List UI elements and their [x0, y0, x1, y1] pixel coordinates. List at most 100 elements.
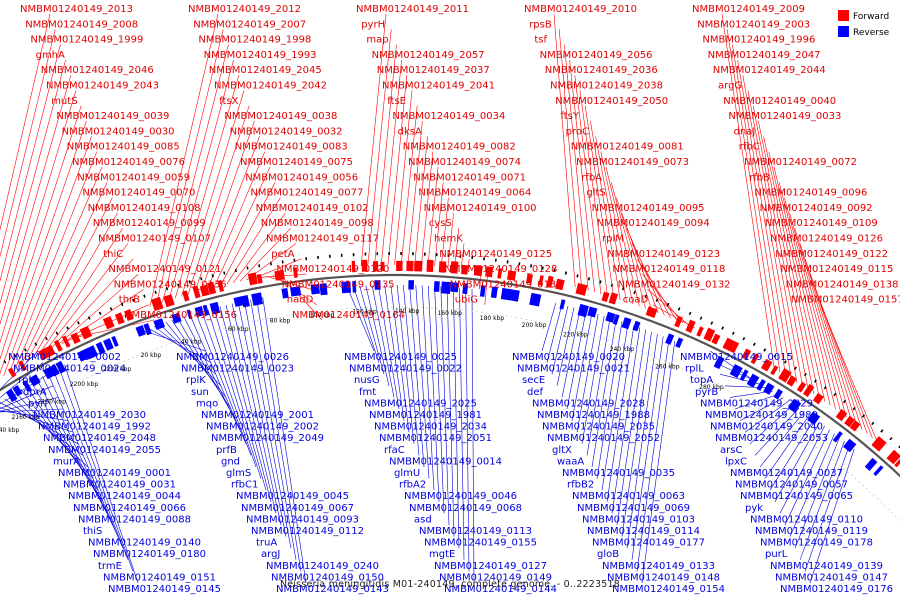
outer-tick-mark	[87, 316, 91, 320]
outer-tick-mark	[742, 337, 746, 341]
reverse-gene-label: NMBM01240149_2055	[48, 445, 161, 456]
forward-gene-label: NMBM01240149_1998	[198, 35, 311, 46]
reverse-gene	[433, 281, 440, 292]
forward-gene-label: mutS	[51, 96, 77, 107]
reverse-gene-label: rfaC	[384, 445, 405, 456]
label-connector	[8, 151, 98, 373]
reverse-gene-label: NMBM01240149_0133	[602, 561, 715, 572]
forward-gene	[645, 306, 658, 318]
reverse-gene-label: NMBM01240149_2053	[715, 433, 828, 444]
label-connector	[237, 302, 287, 537]
forward-gene-label: pyrH	[361, 19, 385, 30]
label-connector	[0, 408, 64, 413]
label-connector	[571, 312, 593, 421]
label-connector	[605, 166, 640, 307]
reverse-gene	[612, 314, 620, 325]
outer-tick-mark	[677, 307, 681, 311]
outer-tick-mark	[200, 277, 203, 281]
outer-tick-mark	[699, 316, 703, 320]
legend-reverse-label: Reverse	[853, 28, 890, 38]
reverse-gene-label: NMBM01240149_0177	[592, 538, 705, 549]
forward-gene-label: NMBM01240149_0118	[612, 264, 725, 275]
reverse-gene	[241, 295, 250, 308]
label-connector	[616, 329, 646, 526]
forward-gene-label: NMBM01240149_0100	[424, 203, 537, 214]
label-connector	[365, 285, 390, 386]
reverse-gene-label: NMBM01240149_0069	[577, 503, 690, 514]
reverse-gene	[773, 388, 783, 400]
legend-forward-label: Forward	[853, 12, 889, 22]
reverse-gene-label: glmS	[226, 468, 251, 479]
label-connector	[353, 286, 380, 363]
label-connector	[239, 227, 292, 282]
label-connector	[789, 212, 847, 418]
label-connector	[168, 59, 234, 301]
reverse-gene-label: murA	[53, 456, 80, 467]
reverse-gene	[729, 364, 743, 378]
label-connector	[446, 286, 455, 537]
forward-gene	[608, 292, 618, 305]
reverse-gene-label: glmU	[394, 468, 420, 479]
outer-tick-mark	[364, 252, 367, 256]
reverse-gene	[577, 303, 589, 318]
label-connector	[49, 258, 134, 350]
reverse-gene-label: NMBM01240149_0020	[512, 352, 625, 363]
outer-tick-mark	[494, 258, 497, 262]
reverse-gene	[310, 284, 320, 295]
reverse-gene-label: NMBM01240149_2001	[201, 410, 314, 421]
label-connector	[0, 397, 59, 412]
reverse-gene	[713, 355, 725, 370]
forward-gene-label: NMBM01240149_2009	[692, 4, 805, 15]
label-connector	[0, 121, 87, 375]
forward-gene	[485, 266, 494, 278]
label-connector	[387, 75, 408, 266]
reverse-gene	[559, 299, 566, 310]
reverse-gene	[873, 465, 884, 477]
label-connector	[804, 444, 850, 572]
forward-gene	[685, 319, 696, 333]
outer-tick-mark	[376, 252, 379, 256]
reverse-gene	[28, 374, 41, 387]
forward-gene	[786, 375, 797, 387]
reverse-gene-label: NMBM01240149_2052	[547, 433, 660, 444]
label-connector	[390, 284, 410, 433]
label-connector	[596, 321, 623, 479]
reverse-gene-label: rplK	[186, 375, 206, 386]
reverse-gene	[479, 285, 486, 297]
reverse-gene	[135, 325, 146, 337]
forward-gene-label: NMBM01240149_0072	[744, 157, 857, 168]
reverse-gene-label: NMBM01240149_0145	[108, 584, 221, 595]
scale-tick-label: 220 kbp	[563, 332, 588, 339]
forward-gene	[45, 345, 56, 357]
label-connector	[739, 397, 784, 421]
reverse-gene	[194, 306, 205, 318]
outer-tick-mark	[794, 366, 797, 370]
forward-gene	[351, 260, 356, 273]
scale-tick-label: 160 kbp	[437, 310, 462, 317]
forward-gene	[575, 283, 588, 296]
forward-gene	[601, 291, 610, 302]
reverse-gene	[251, 292, 264, 306]
forward-gene-label: cysS	[429, 218, 452, 229]
forward-gene	[192, 285, 201, 299]
scale-ticks: 2140 kbp 2160 kbp 2180 kbp 2200 kbp 2220 kbp…	[0, 308, 724, 434]
outer-tick-mark	[154, 290, 157, 294]
reverse-gene-label: NMBM01240149_0144	[444, 584, 557, 595]
reverse-gene-label: NMBM01240149_0035	[562, 468, 675, 479]
forward-gene-label: NMBM01240149_0157	[791, 295, 900, 306]
reverse-gene-label: NMBM01240149_0002	[8, 352, 121, 363]
reverse-gene-label: NMBM01240149_2040	[710, 422, 823, 433]
forward-gene-label: nadD	[287, 295, 314, 306]
label-connector	[579, 90, 608, 296]
reverse-gene-label: NMBM01240149_0023	[181, 364, 294, 375]
label-connector	[744, 400, 789, 433]
label-connector	[737, 59, 792, 380]
reverse-gene	[632, 320, 641, 332]
scale-tick-label: 120 kbp	[352, 309, 377, 316]
label-connector	[367, 29, 392, 266]
reverse-gene-label: NMBM01240149_0150	[271, 572, 384, 583]
reverse-gene-label: NMBM01240149_2034	[374, 422, 487, 433]
legend: Forward Reverse	[838, 10, 890, 38]
reverse-gene-label: argJ	[261, 549, 280, 560]
